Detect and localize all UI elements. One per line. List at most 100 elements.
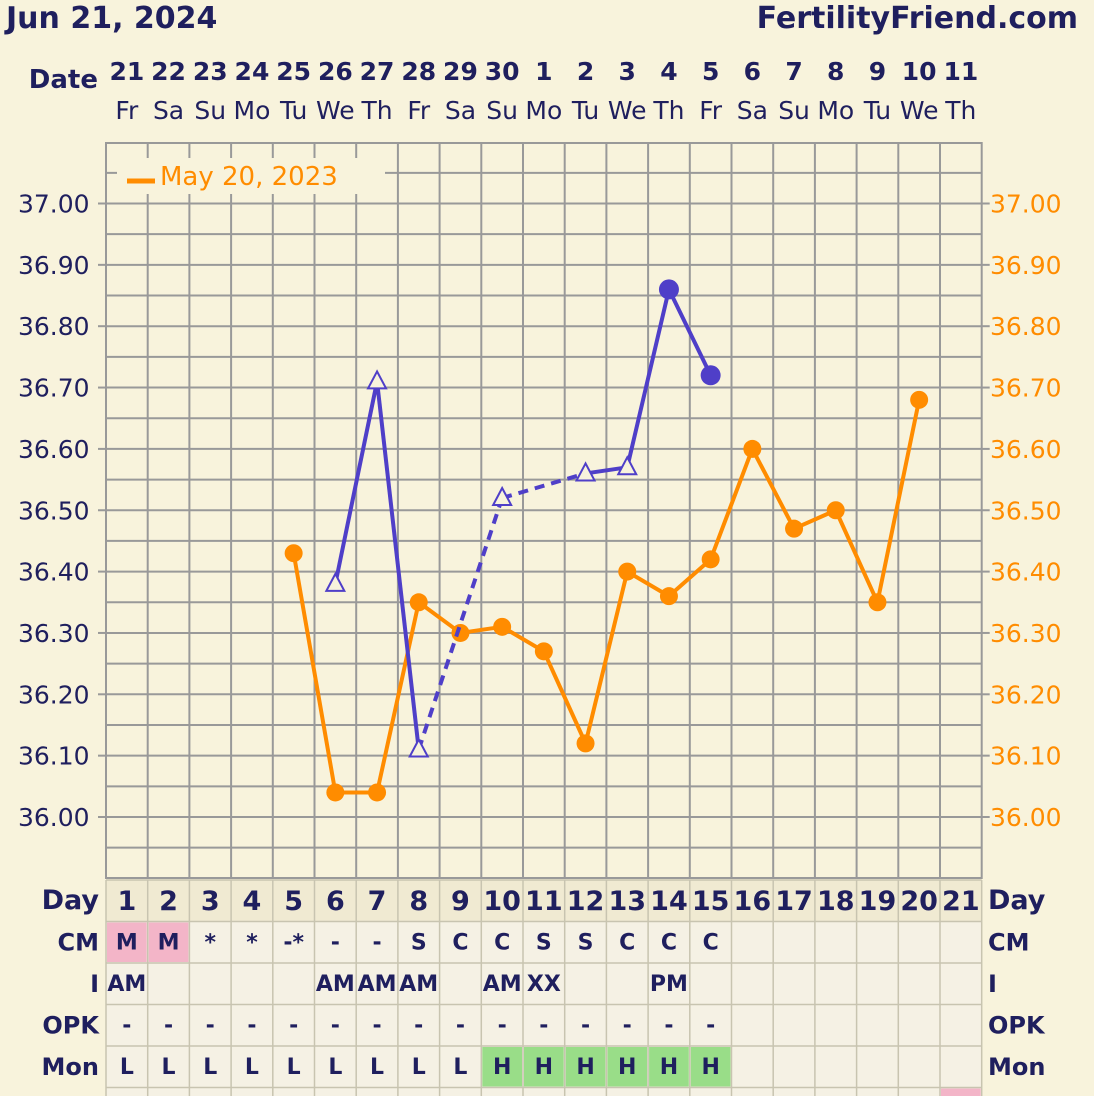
table-cell-value: -: [539, 1014, 548, 1039]
series-may-20-2023: [284, 390, 929, 802]
table-cell-value: H: [618, 1055, 636, 1080]
y-tick-label-left: 36.30: [18, 619, 90, 648]
date-label: 2: [577, 57, 594, 86]
table-cell-value: C: [452, 931, 468, 956]
current-point-triangle: [616, 455, 638, 476]
table-row-label-right: Day: [988, 885, 1046, 916]
date-label: 24: [235, 57, 270, 86]
cycle-day-label: 11: [525, 886, 563, 917]
date-label: 7: [785, 57, 802, 86]
overlay-point: [785, 519, 804, 538]
y-tick-label-left: 36.20: [18, 680, 90, 709]
date-label: 30: [485, 57, 520, 86]
cycle-day-label: 19: [859, 886, 897, 917]
table-cell-value: L: [120, 1055, 134, 1080]
cycle-day-label: 15: [692, 886, 730, 917]
date-label: 21: [109, 57, 144, 86]
cycle-day-label: 13: [608, 886, 646, 917]
current-point: [658, 279, 679, 300]
overlay-point: [284, 544, 303, 563]
table-cell-value: M: [116, 931, 138, 956]
table-row-label-left: Day: [42, 885, 100, 916]
overlay-point: [368, 783, 387, 802]
y-tick-label-left: 36.90: [18, 251, 90, 280]
y-tick-label-left: 36.10: [18, 742, 90, 771]
table-cell-value: -: [456, 1014, 465, 1039]
overlay-line: [291, 399, 922, 795]
table-cell-value: S: [578, 931, 594, 956]
cycle-day-label: 1: [117, 886, 136, 917]
weekday-label: Sa: [445, 96, 476, 125]
cycle-day-label: 18: [817, 886, 855, 917]
table-cell-value: L: [453, 1055, 467, 1080]
cycle-day-label: 17: [775, 886, 813, 917]
table-cell-value: L: [203, 1055, 217, 1080]
table-cell-value: L: [328, 1055, 342, 1080]
weekday-label: Th: [944, 96, 976, 125]
cycle-day-label: 2: [159, 886, 178, 917]
overlay-point: [659, 587, 678, 606]
y-tick-label-left: 36.70: [18, 374, 90, 403]
weekday-label: Mo: [817, 96, 854, 125]
y-tick-label-left: 36.80: [18, 312, 90, 341]
overlay-point: [743, 439, 762, 458]
cycle-day-label: 4: [243, 886, 262, 917]
cycle-day-label: 16: [734, 886, 772, 917]
table-cell-value: -: [581, 1014, 590, 1039]
y-tick-label-right: 36.80: [990, 312, 1062, 341]
current-line: [333, 381, 380, 585]
overlay-point: [701, 550, 720, 569]
table-highlight-cell: [482, 1047, 522, 1087]
table-row-label-right: OPK: [988, 1012, 1046, 1040]
weekday-label: Tu: [571, 96, 599, 125]
weekday-label: Tu: [863, 96, 891, 125]
y-tick-label-right: 36.40: [990, 558, 1062, 587]
table-cell-value: -: [164, 1014, 173, 1039]
cycle-day-label: 20: [900, 886, 938, 917]
table-row-label-left: OPK: [42, 1012, 100, 1040]
date-label: 4: [660, 57, 677, 86]
weekday-label: Su: [778, 96, 810, 125]
y-tick-label-left: 36.00: [18, 803, 90, 832]
table-cell-value: L: [412, 1055, 426, 1080]
current-line: [667, 288, 713, 377]
table-row-label-left: I: [90, 970, 99, 998]
table-cell-value: XX: [527, 972, 561, 997]
cycle-day-label: 3: [201, 886, 220, 917]
table-cell-value: L: [162, 1055, 176, 1080]
table-row-label-left: CM: [58, 929, 100, 957]
weekday-label: Th: [360, 96, 392, 125]
weekday-label: Su: [194, 96, 226, 125]
table-highlight-cell: [941, 1088, 981, 1096]
series-current-cycle: [324, 279, 721, 758]
current-point-triangle: [366, 369, 388, 390]
current-point-triangle: [408, 737, 430, 758]
table-cell-value: -: [247, 1014, 256, 1039]
table-cell-value: S: [411, 931, 427, 956]
cycle-day-label: 5: [284, 886, 303, 917]
date-label: 29: [443, 57, 478, 86]
table-cell-value: M: [158, 931, 180, 956]
table-highlight-cell: [649, 1047, 689, 1087]
overlay-point: [451, 623, 470, 642]
table-highlight-cell: [565, 1047, 606, 1087]
date-headers: 21Fr22Sa23Su24Mo25Tu26We27Th28Fr29Sa30Su…: [109, 57, 978, 125]
cycle-day-label: 10: [483, 886, 521, 917]
weekday-label: Fr: [699, 96, 723, 125]
y-tick-label-left: 36.40: [18, 558, 90, 587]
current-point-triangle: [324, 571, 347, 592]
weekday-label: Fr: [407, 96, 431, 125]
weekday-label: Su: [486, 96, 518, 125]
date-label: 27: [360, 57, 395, 86]
table-cell-value: -: [706, 1014, 715, 1039]
table-cell-value: *: [204, 931, 216, 956]
header-date: Jun 21, 2024: [4, 1, 217, 36]
table-highlight-cell: [148, 922, 189, 962]
weekday-label: Sa: [153, 96, 184, 125]
overlay-point: [493, 617, 512, 636]
date-label: 10: [902, 57, 937, 86]
table-row-label-right: I: [988, 970, 997, 998]
y-tick-label-right: 36.60: [990, 435, 1062, 464]
legend: May 20, 2023: [117, 158, 385, 194]
cycle-day-label: 12: [567, 886, 605, 917]
